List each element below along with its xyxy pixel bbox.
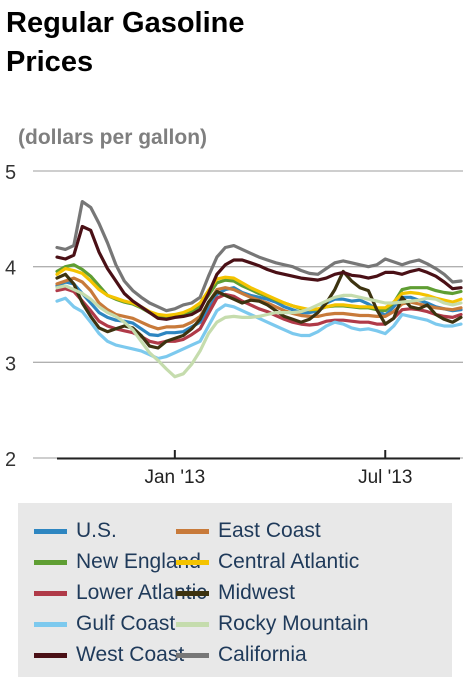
legend-swatch: [34, 652, 67, 658]
series-line-california: [55, 199, 463, 313]
series-line-west-coast: [55, 224, 463, 321]
legend-item: New England: [34, 546, 201, 578]
legend-item: U.S.: [34, 515, 117, 547]
series-line-gulf-coast: [55, 296, 463, 361]
legend-swatch: [34, 590, 67, 596]
chart-title-line-1: Regular Gasoline: [6, 7, 245, 39]
chart-title: Regular Gasoline Prices: [6, 4, 446, 82]
x-tick-label: Jan '13: [144, 467, 205, 488]
legend-swatch: [176, 652, 209, 658]
axes: 2 3 4 5 Jan '13 Jul '13: [5, 162, 460, 488]
legend-label: Gulf Coast: [76, 612, 176, 635]
series-line-midwest: [55, 269, 463, 350]
chart-subtitle: (dollars per gallon): [18, 126, 208, 149]
legend-swatch: [34, 528, 67, 534]
legend-swatch: [34, 559, 67, 565]
legend-label: U.S.: [76, 519, 117, 542]
chart-title-line-2: Prices: [6, 46, 94, 78]
legend-label: California: [218, 643, 307, 666]
y-tick-label: 3: [5, 353, 16, 375]
legend-item: Gulf Coast: [34, 608, 175, 640]
legend-label: Lower Atlantic: [76, 581, 207, 604]
legend: U.S. East Coast New England Central Atlanti…: [18, 503, 452, 677]
x-tick-label: Jul '13: [358, 467, 412, 488]
y-tick-label: 4: [5, 258, 16, 280]
legend-item: Central Atlantic: [176, 546, 359, 578]
legend-label: New England: [76, 550, 201, 573]
legend-swatch: [176, 621, 209, 627]
legend-item: California: [176, 639, 307, 671]
y-tick-label: 2: [5, 449, 16, 471]
legend-swatch: [176, 590, 209, 596]
legend-item: West Coast: [34, 639, 184, 671]
line-chart: 2 3 4 5 Jan '13 Jul '13: [5, 162, 463, 488]
legend-swatch: [176, 528, 209, 534]
legend-label: Midwest: [218, 581, 296, 604]
legend-swatch: [34, 621, 67, 627]
series-line-rocky-mountain: [55, 284, 463, 379]
legend-label: West Coast: [76, 643, 185, 666]
series-lines: [55, 199, 463, 379]
legend-item: Midwest: [176, 577, 295, 609]
y-tick-label: 5: [5, 162, 16, 184]
legend-label: Central Atlantic: [218, 550, 360, 573]
legend-label: East Coast: [218, 519, 321, 542]
legend-item: Rocky Mountain: [176, 608, 369, 640]
legend-swatch: [176, 559, 209, 565]
legend-label: Rocky Mountain: [218, 612, 369, 635]
legend-item: Lower Atlantic: [34, 577, 207, 609]
legend-item: East Coast: [176, 515, 321, 547]
